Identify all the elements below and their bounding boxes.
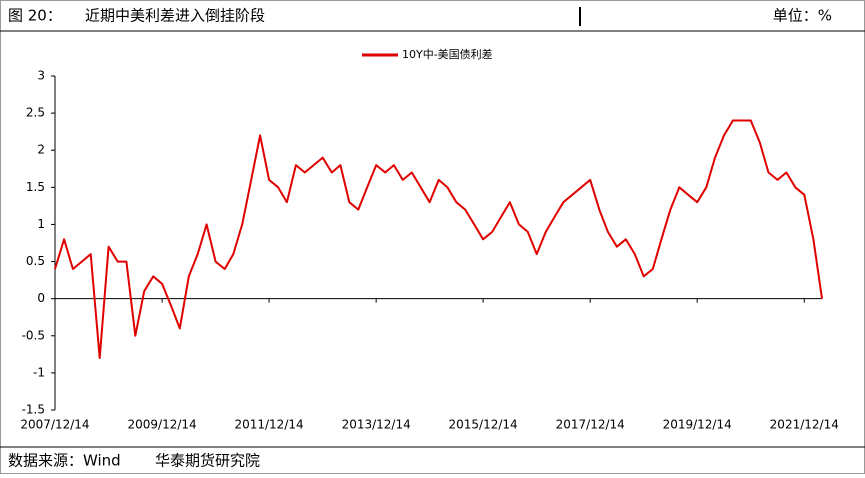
y-tick-label: -1 bbox=[33, 365, 45, 379]
y-tick-label: 3 bbox=[37, 69, 45, 83]
source: 数据来源：Wind bbox=[8, 452, 121, 470]
y-tick-label: 2.5 bbox=[26, 106, 45, 120]
x-tick-label: 2009/12/14 bbox=[128, 418, 197, 432]
x-tick-label: 2007/12/14 bbox=[20, 418, 89, 432]
figure-label: 图 20： bbox=[8, 7, 62, 25]
x-tick-label: 2011/12/14 bbox=[234, 418, 303, 432]
publisher: 华泰期货研究院 bbox=[155, 452, 260, 470]
y-tick-label: 0 bbox=[37, 291, 45, 305]
y-tick-label: 1.5 bbox=[26, 180, 45, 194]
line-series bbox=[54, 119, 823, 359]
y-tick-label: 1 bbox=[37, 217, 45, 231]
x-tick-label: 2017/12/14 bbox=[556, 418, 625, 432]
y-tick-label: -1.5 bbox=[22, 403, 45, 417]
y-tick-label: 0.5 bbox=[26, 254, 45, 268]
x-tick-label: 2021/12/14 bbox=[770, 418, 839, 432]
x-tick-label: 2015/12/14 bbox=[449, 418, 518, 432]
y-tick-label: -0.5 bbox=[22, 328, 45, 342]
legend-label: 10Y中-美国债利差 bbox=[402, 47, 493, 61]
x-tick-label: 2019/12/14 bbox=[663, 418, 732, 432]
unit-label: 单位：% bbox=[773, 7, 832, 25]
y-tick-label: 2 bbox=[37, 143, 45, 157]
chart-title: 近期中美利差进入倒挂阶段 bbox=[85, 7, 265, 25]
x-tick-label: 2013/12/14 bbox=[342, 418, 411, 432]
